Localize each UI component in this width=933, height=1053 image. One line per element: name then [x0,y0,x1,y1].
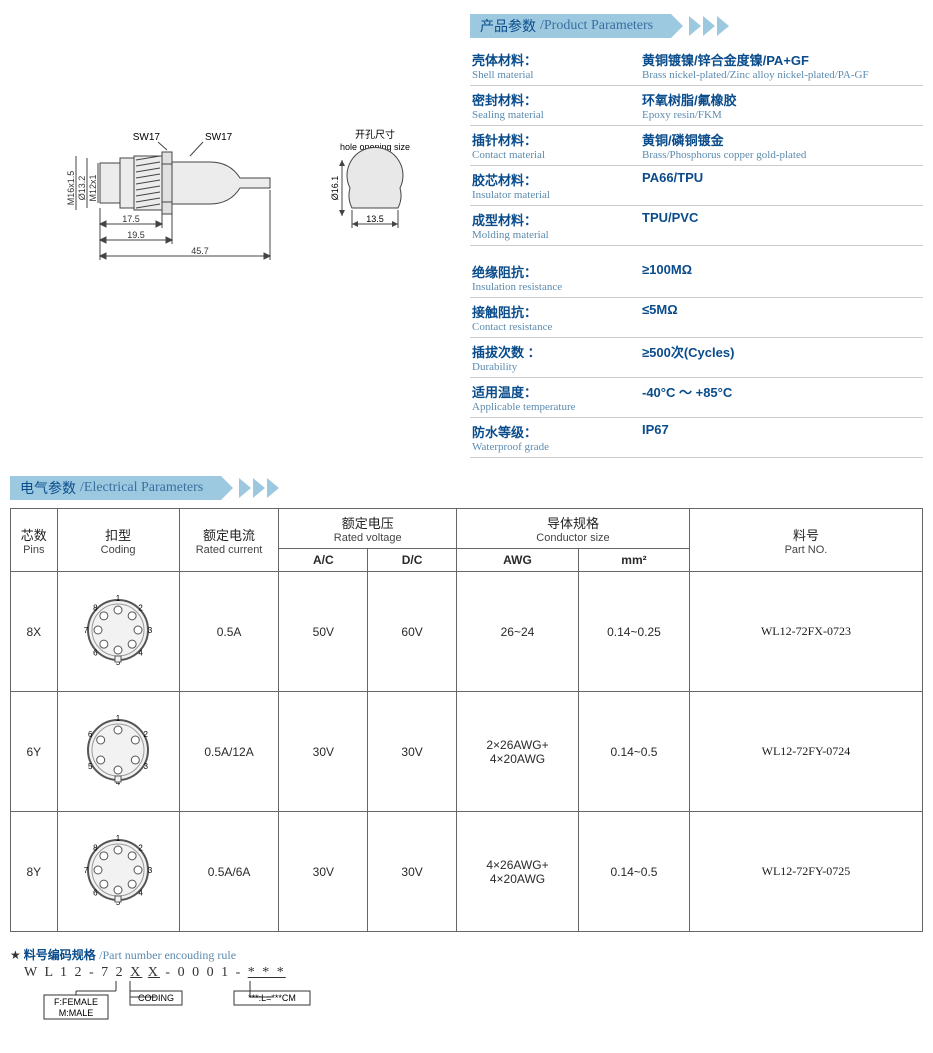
connector-profile-svg: SW17 SW17 M16x1.5 Ø13.2 M12x1 17.5 19.5 [40,128,290,288]
hole-base: 13.5 [366,214,384,224]
svg-text:3: 3 [144,762,149,771]
dim-m16: M16x1.5 [66,171,76,206]
product-params-list-2: 绝缘阻抗：Insulation resistance≥100MΩ接触阻抗：Con… [470,258,923,458]
th-mm2: mm² [579,549,690,572]
electrical-params-header: 电气参数 /Electrical Parameters [10,476,923,500]
param-row: 接触阻抗：Contact resistance≤5MΩ [470,298,923,338]
th-voltage-zh: 额定电压 [285,513,450,532]
th-partno-en: Part NO. [696,544,916,556]
param-row: 密封材料：Sealing material环氧树脂/氟橡胶Epoxy resin… [470,86,923,126]
th-dc: D/C [368,549,457,572]
svg-text:4: 4 [139,889,144,898]
th-partno-zh: 料号 [696,525,916,544]
svg-text:2: 2 [139,843,144,852]
enc-female: F:FEMALE [54,997,98,1007]
chevron-icon [689,16,729,36]
th-current-zh: 额定电流 [186,525,273,544]
th-awg: AWG [456,549,578,572]
param-row: 插拔次数 ：Durability≥500次(Cycles) [470,338,923,378]
svg-text:7: 7 [84,626,89,635]
param-row: 绝缘阻抗：Insulation resistance≥100MΩ [470,258,923,298]
electrical-params-en: /Electrical Parameters [80,480,203,496]
th-coding-en: Coding [64,544,173,556]
encoding-title-zh: 料号编码规格 [24,948,96,962]
table-row: 8Y123456780.5A/6A30V30V4×26AWG+4×20AWG0.… [11,812,923,932]
svg-text:3: 3 [148,866,153,875]
th-voltage-en: Rated voltage [285,532,450,544]
enc-len: ***:L=***CM [248,993,296,1003]
param-row: 防水等级：Waterproof gradeIP67 [470,418,923,458]
product-params-list: 壳体材料：Shell material黄铜镀镍/锌合金度镍/PA+GFBrass… [470,46,923,246]
th-pins-zh: 芯数 [17,525,51,544]
dim-195: 19.5 [127,230,145,240]
svg-text:3: 3 [148,626,153,635]
svg-text:2: 2 [144,730,149,739]
th-pins-en: Pins [17,544,51,556]
svg-text:6: 6 [93,889,98,898]
enc-male: M:MALE [59,1008,94,1018]
enc-coding: CODING [138,993,174,1003]
product-params-header: 产品参数 /Product Parameters [470,14,923,38]
chevron-icon [239,478,279,498]
th-coding-zh: 扣型 [64,525,173,544]
svg-text:4: 4 [139,649,144,658]
hole-diam: Ø16.1 [330,176,340,201]
th-conductor-zh: 导体规格 [463,513,683,532]
dim-175: 17.5 [122,214,140,224]
svg-text:1: 1 [116,594,121,603]
dim-457: 45.7 [191,246,209,256]
dim-m12: M12x1 [88,174,98,201]
electrical-params-table: 芯数Pins 扣型Coding 额定电流Rated current 额定电压Ra… [10,508,923,932]
encoding-rule-block: ★ 料号编码规格 /Part number encouding rule W L… [10,946,923,1024]
svg-text:6: 6 [88,730,93,739]
table-row: 6Y1234560.5A/12A30V30V2×26AWG+4×20AWG0.1… [11,692,923,812]
th-ac: A/C [279,549,368,572]
svg-text:8: 8 [93,603,98,612]
param-row: 适用温度：Applicable temperature-40°C ～ +85°C [470,378,923,418]
svg-text:1: 1 [116,834,121,843]
sw-label: SW17 [133,132,161,143]
product-params-en: /Product Parameters [540,18,653,34]
svg-text:2: 2 [139,603,144,612]
sw-label-2: SW17 [205,132,233,143]
hole-label-zh: 开孔尺寸 [355,128,395,141]
param-row: 插针材料：Contact material黄铜/磷铜镀金Brass/Phosph… [470,126,923,166]
svg-text:5: 5 [88,762,93,771]
param-row: 成型材料：Molding materialTPU/PVC [470,206,923,246]
dim-132: Ø13.2 [77,176,87,201]
table-row: 8X123456780.5A50V60V26~240.14~0.25WL12-7… [11,572,923,692]
technical-drawing-area: SW17 SW17 M16x1.5 Ø13.2 M12x1 17.5 19.5 [10,8,460,288]
product-params-zh: 产品参数 [480,18,536,34]
th-current-en: Rated current [186,544,273,556]
svg-text:8: 8 [93,843,98,852]
electrical-params-zh: 电气参数 [20,480,76,496]
encoding-diagram: F:FEMALE M:MALE CODING ***:L=***CM [24,981,384,1021]
svg-text:6: 6 [93,649,98,658]
svg-text:1: 1 [116,714,121,723]
hole-drawing-svg: 开孔尺寸 hole opening size Ø16.1 13.5 [320,128,430,288]
param-row: 壳体材料：Shell material黄铜镀镍/锌合金度镍/PA+GFBrass… [470,46,923,86]
th-conductor-en: Conductor size [463,532,683,544]
encoding-title-en: /Part number encouding rule [99,948,236,962]
param-row: 胶芯材料：Insulator materialPA66/TPU [470,166,923,206]
svg-text:7: 7 [84,866,89,875]
